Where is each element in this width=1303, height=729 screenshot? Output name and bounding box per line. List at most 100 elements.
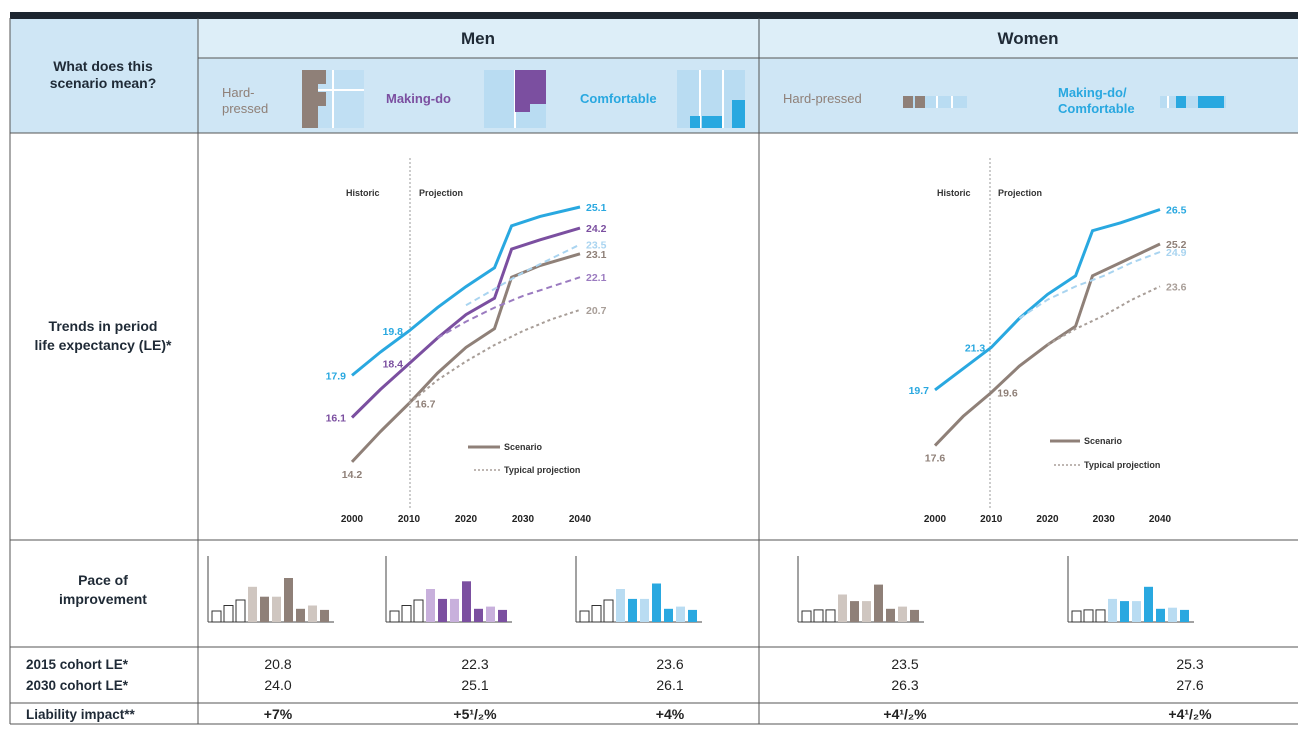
liability-value: +4¹/₂% [883, 706, 927, 722]
pace-bar [652, 583, 661, 622]
pace-bar-charts [207, 556, 1194, 623]
historic-label: Historic [937, 188, 971, 198]
x-tick-label: 2030 [512, 514, 535, 525]
pace-bar [676, 606, 685, 622]
legend-typical-label: Typical projection [1084, 460, 1160, 470]
table-grid [9, 18, 1298, 725]
men-title: Men [461, 29, 495, 48]
series-line-hard-pressed-dotted [408, 308, 581, 405]
women-hard-icon [903, 96, 967, 108]
pace-bar [640, 598, 649, 622]
data-label: 19.8 [383, 326, 404, 338]
pace-bar [450, 598, 459, 622]
data-label: 25.1 [586, 202, 607, 214]
x-tick-label: 2000 [341, 514, 364, 525]
x-tick-label: 2040 [569, 514, 592, 525]
pace-bar [862, 601, 871, 622]
women-title-band [760, 18, 1298, 58]
data-label: 14.2 [342, 469, 363, 481]
pace-bar [1144, 586, 1153, 622]
x-tick-label: 2010 [398, 514, 421, 525]
data-label: 22.1 [586, 272, 607, 284]
cohort2030-value: 26.3 [891, 677, 918, 693]
cohort2030-value: 27.6 [1176, 677, 1203, 693]
pace-bar [248, 586, 257, 622]
question-line2: scenario mean? [50, 75, 157, 91]
pace-bar [579, 610, 590, 623]
x-tick-label: 2020 [455, 514, 478, 525]
data-label: 19.6 [997, 388, 1018, 400]
pace-bar [825, 609, 836, 623]
pace-bar [474, 608, 483, 622]
pace-bar [838, 594, 847, 622]
liability-value: +5¹/₂% [453, 706, 497, 722]
pace-chart-2 [575, 556, 702, 623]
cohort2015-value: 25.3 [1176, 656, 1203, 672]
x-tick-label: 2020 [1036, 514, 1059, 525]
data-label: 17.9 [326, 370, 347, 382]
pace-bar [1180, 609, 1189, 622]
pace-bar [1071, 610, 1082, 623]
pace-bar [603, 599, 614, 623]
pace-bar [401, 605, 412, 623]
pace-chart-4 [1067, 556, 1194, 623]
x-tick-label: 2000 [924, 514, 947, 525]
cohort2030-value: 26.1 [656, 677, 683, 693]
top-border [10, 12, 1298, 19]
men-trend-chart: Historic Projection Scenario Typical pro… [326, 158, 607, 525]
trends-label-1: Trends in period [49, 318, 158, 334]
cohort2015-value: 22.3 [461, 656, 488, 672]
pace-bar [413, 599, 424, 623]
pace-bar [296, 608, 305, 622]
pace-bar [389, 610, 400, 623]
data-label: 16.1 [326, 413, 347, 425]
pace-bar [616, 589, 625, 622]
data-label: 23.6 [1166, 281, 1187, 293]
men-hard-icon [302, 70, 364, 128]
liability-label: Liability impact** [26, 707, 136, 722]
pace-bar [223, 605, 234, 623]
cohort2015-value: 23.5 [891, 656, 918, 672]
series-line-comfortable-solid [351, 205, 581, 377]
pace-bar [1095, 609, 1106, 623]
pace-bar [1132, 601, 1141, 622]
pace-bar [1168, 607, 1177, 622]
pace-bar [910, 609, 919, 622]
pace-bar [438, 598, 447, 622]
men-hard-label-2: pressed [222, 101, 268, 116]
legend-scenario-label: Scenario [504, 442, 543, 452]
women-making-icon [1160, 96, 1226, 108]
women-trend-chart: Historic Projection Scenario Typical pro… [909, 158, 1187, 525]
projection-label: Projection [998, 188, 1042, 198]
pace-bar [284, 578, 293, 622]
trends-label-2: life expectancy (LE)* [35, 337, 172, 353]
pace-bar [664, 608, 673, 622]
pace-bar [813, 609, 824, 623]
cohort2030-value: 24.0 [264, 677, 291, 693]
pace-chart-0 [207, 556, 334, 623]
table-values: 20.8 22.3 23.6 23.5 25.3 24.0 25.1 26.1 26.3 27.6… [264, 656, 1212, 722]
pace-bar [1108, 598, 1117, 622]
legend-typical-label: Typical projection [504, 465, 580, 475]
pace-chart-1 [385, 556, 512, 623]
series-line-making-do-comfortable-solid [934, 208, 1161, 392]
x-tick-label: 2030 [1093, 514, 1116, 525]
pace-bar [211, 610, 222, 623]
series-line-making-do-dashed [437, 276, 581, 339]
women-making-label-2: Comfortable [1058, 101, 1135, 116]
pace-bar [874, 584, 883, 622]
pace-bar [235, 599, 246, 623]
data-label: 23.5 [586, 239, 607, 251]
question-line1: What does this [53, 58, 153, 74]
pace-bar [272, 596, 281, 622]
data-label: 21.3 [965, 342, 986, 354]
pace-bar [498, 609, 507, 622]
series-line-making-do-solid [350, 226, 581, 419]
pace-label-1: Pace of [78, 572, 128, 588]
men-comfortable-label: Comfortable [580, 91, 657, 106]
liability-value: +4% [656, 706, 685, 722]
legend-scenario-label: Scenario [1084, 436, 1123, 446]
projection-label: Projection [419, 188, 463, 198]
women-making-label-1: Making-do/ [1058, 85, 1127, 100]
